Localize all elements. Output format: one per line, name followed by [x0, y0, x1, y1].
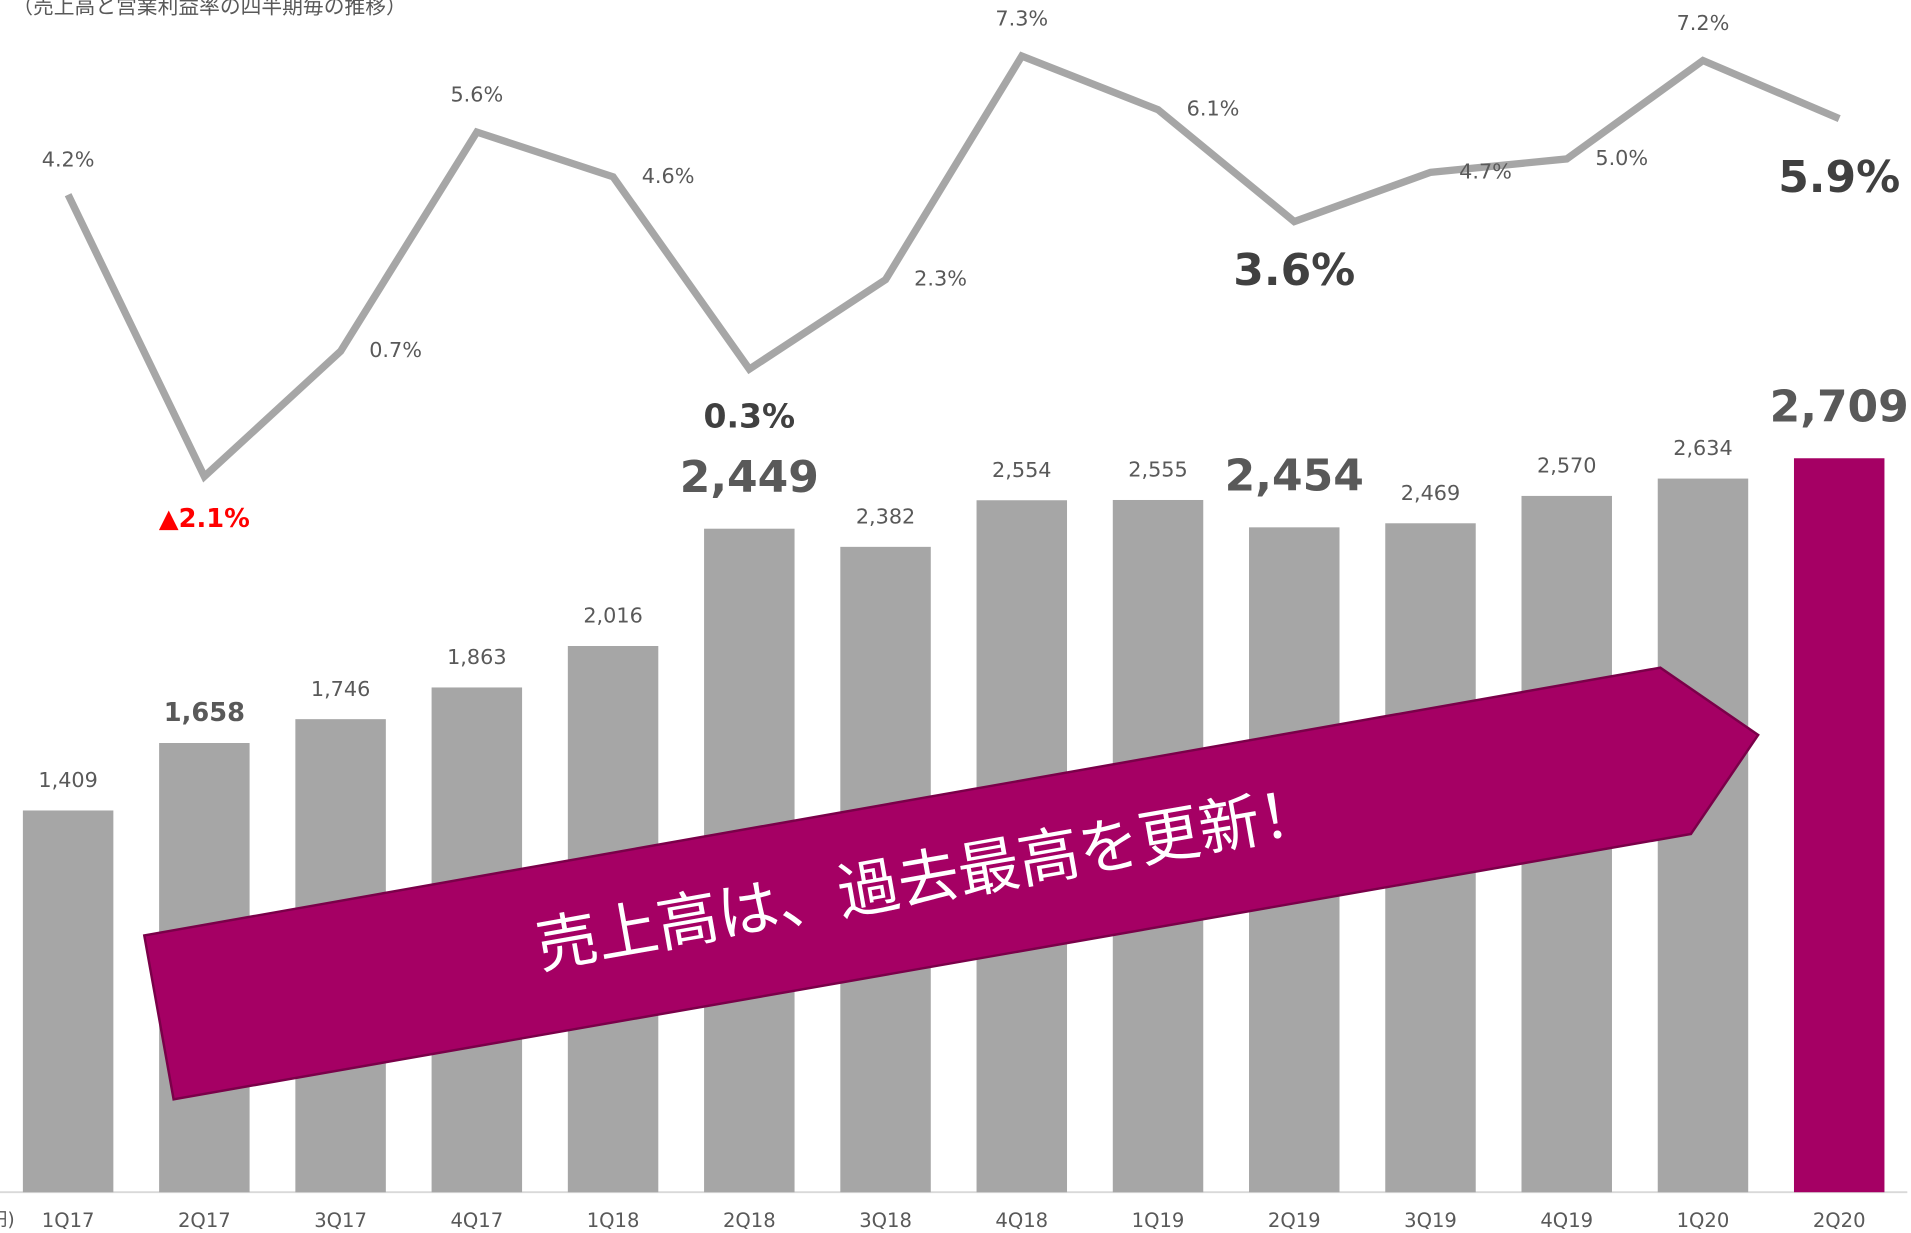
line-value-label: 7.2%	[1677, 11, 1730, 35]
line-value-label: 0.3%	[704, 397, 796, 436]
x-tick-label: 4Q18	[995, 1209, 1048, 1229]
line-value-label: 5.9%	[1778, 152, 1900, 203]
line-value-label: ▲2.1%	[159, 504, 250, 534]
bar-value-label: 2,709	[1770, 381, 1909, 432]
x-tick-label: 2Q18	[723, 1209, 776, 1229]
line-value-label: 2.3%	[914, 267, 967, 291]
bar	[22, 810, 114, 1193]
x-tick-label: 1Q19	[1132, 1209, 1185, 1229]
line-value-label: 4.6%	[642, 164, 695, 188]
bar-value-label: 1,863	[447, 645, 506, 669]
x-tick-label: 3Q19	[1404, 1209, 1457, 1229]
x-tick-label: 4Q17	[450, 1209, 503, 1229]
line-value-label: 6.1%	[1187, 97, 1240, 121]
x-tick-label: 2Q20	[1813, 1209, 1866, 1229]
bar-value-label: 2,469	[1401, 481, 1460, 505]
x-tick-label: 2Q17	[178, 1209, 231, 1229]
line-value-label: 5.0%	[1595, 146, 1648, 170]
x-tick-label: 1Q17	[42, 1209, 95, 1229]
bar-value-label: 1,746	[311, 677, 370, 701]
x-tick-label: 3Q18	[859, 1209, 912, 1229]
bar	[1793, 458, 1885, 1193]
bar-value-label: 2,570	[1537, 454, 1596, 478]
line-value-label: 5.6%	[450, 82, 503, 106]
unit-label: (百万円)	[0, 1209, 15, 1229]
bar-value-label: 2,555	[1128, 458, 1187, 482]
bar-value-label: 2,382	[856, 505, 915, 529]
bar-value-label: 2,454	[1225, 450, 1364, 501]
x-tick-label: 1Q20	[1677, 1209, 1730, 1229]
line-value-label: 0.7%	[369, 338, 422, 362]
x-tick-label: 1Q18	[587, 1209, 640, 1229]
line-value-label: 7.3%	[995, 6, 1048, 30]
line	[64, 51, 1841, 483]
lines: 4.2% ▲2.1% 0.7% 5.6% 4.6% 0.3% 2.3% 7.3% 6.1% 3.6…	[42, 6, 1900, 533]
bar-value-label: 2,449	[680, 452, 819, 503]
bar-value-label: 2,016	[583, 604, 642, 628]
bar-value-label: 2,634	[1673, 436, 1732, 460]
x-tick-label: 4Q19	[1540, 1209, 1593, 1229]
line-value-label: 4.2%	[42, 147, 95, 171]
bar-value-label: 1,409	[38, 768, 97, 792]
line-value-label: 3.6%	[1233, 245, 1355, 296]
bar-value-label: 2,554	[992, 458, 1051, 482]
bar-value-label: 1,658	[164, 698, 245, 728]
callout-arrow	[142, 666, 1760, 1101]
chart-title: （売上高と営業利益率の四半期毎の推移）	[12, 0, 407, 18]
x-tick-label: 3Q17	[314, 1209, 367, 1229]
x-tick-label: 2Q19	[1268, 1209, 1321, 1229]
line-value-label: 4.7%	[1459, 159, 1512, 183]
